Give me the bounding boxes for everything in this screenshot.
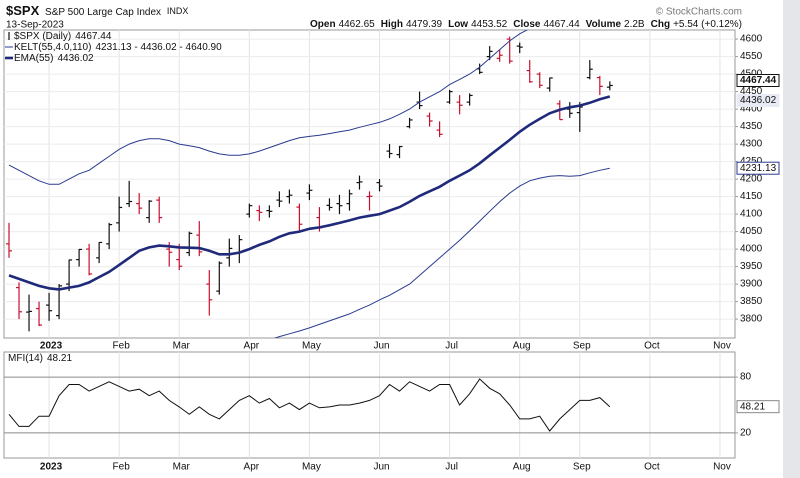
x-tick-label: May: [302, 341, 321, 352]
value-tag-box: [736, 93, 780, 107]
value-tag: 48.21: [740, 401, 765, 412]
y-tick-label: 80: [740, 372, 752, 383]
keltner-upper: [8, 30, 529, 185]
x-tick-label: 2023: [40, 341, 63, 352]
keltner-lower: [273, 167, 610, 338]
panel-frame: [3, 29, 736, 339]
x-tick-label: Jun: [373, 462, 389, 473]
y-tick-label: 4350: [740, 121, 763, 132]
chart-title: $SPX: [6, 3, 40, 18]
y-tick-label: 4450: [740, 86, 763, 97]
quote-line: Open 4462.65 High 4479.39 Low 4453.52 Close 446…: [310, 19, 742, 30]
header: $SPX S&P 500 Large Cap Index INDX: [6, 3, 188, 18]
panel-frame: [3, 351, 736, 459]
quote-label: Chg: [651, 19, 670, 30]
y-tick-label: 4600: [740, 34, 763, 45]
legend-entry: KELT(55,4.0,110) 4231.13 - 4436.02 - 4640…: [14, 42, 222, 53]
quote-value: +5.54 (+0.12%): [673, 19, 742, 30]
y-tick-label: 4400: [740, 104, 763, 115]
quote-label: Volume: [586, 19, 622, 30]
y-tick-label: 3900: [740, 279, 763, 290]
quote-value: 4467.44: [543, 19, 580, 30]
x-tick-label: Apr: [244, 341, 260, 352]
legend-name: MFI(14): [8, 353, 43, 364]
legend-value: 4231.13 - 4436.02 - 4640.90: [95, 42, 222, 53]
quote-value: 4453.52: [471, 19, 508, 30]
quote-label: High: [381, 19, 403, 30]
x-tick-label: Aug: [513, 462, 531, 473]
ema-line: [8, 95, 611, 291]
exchange: INDX: [167, 6, 189, 16]
quote-label: Low: [448, 19, 468, 30]
x-tick-label: May: [302, 462, 321, 473]
y-tick-label: 4200: [740, 174, 763, 185]
x-tick-label: Oct: [644, 462, 660, 473]
y-tick-label: 4050: [740, 226, 763, 237]
y-tick-label: 4150: [740, 191, 763, 202]
x-tick-label: 2023: [40, 462, 63, 473]
legend-value: 4436.02: [57, 53, 94, 64]
value-tag: 4436.02: [740, 95, 777, 106]
x-tick-label: Aug: [513, 341, 531, 352]
x-tick-label: Jun: [373, 341, 389, 352]
quote-value: 2.2B: [624, 19, 645, 30]
x-tick-label: Sep: [573, 462, 591, 473]
y-tick-label: 4550: [740, 51, 763, 62]
x-tick-label: Mar: [173, 462, 191, 473]
quote-value: 4462.65: [339, 19, 376, 30]
legend-entry: MFI(14) 48.21: [8, 353, 72, 364]
quote-value: 4479.39: [406, 19, 443, 30]
y-tick-label: 3850: [740, 296, 763, 307]
x-tick-label: Apr: [244, 462, 260, 473]
x-tick-label: Nov: [713, 341, 731, 352]
plot-area: [6, 30, 613, 338]
legend-value: 4467.44: [75, 31, 112, 42]
x-tick-label: Oct: [644, 341, 660, 352]
x-tick-label: Jul: [445, 462, 458, 473]
x-tick-label: Mar: [173, 341, 191, 352]
value-tag-box: [736, 161, 780, 175]
chart-date: 13-Sep-2023: [6, 20, 64, 31]
y-tick-label: 3950: [740, 261, 763, 272]
value-tag-box: [736, 400, 780, 414]
y-tick-label: 3800: [740, 314, 763, 325]
x-tick-label: Jul: [445, 341, 458, 352]
legend-name: KELT(55,4.0,110): [14, 42, 91, 53]
plot-area: [8, 378, 611, 432]
x-tick-label: Nov: [713, 462, 731, 473]
legend-value: 48.21: [47, 353, 72, 364]
legend-entry: $SPX (Daily) 4467.44: [14, 31, 112, 42]
legend-name: $SPX (Daily): [14, 31, 71, 42]
watermark: © StockCharts.com: [656, 7, 742, 18]
quote-label: Open: [310, 19, 336, 30]
chart-subtitle: S&P 500 Large Cap Index: [45, 7, 161, 18]
value-tag: 4467.44: [740, 75, 777, 86]
legend-name: EMA(55): [14, 53, 53, 64]
x-tick-label: Feb: [113, 341, 131, 352]
quote-label: Close: [513, 19, 541, 30]
x-tick-label: Feb: [113, 462, 131, 473]
y-tick-label: 4000: [740, 244, 763, 255]
value-tag-box: [736, 73, 780, 87]
y-tick-label: 4300: [740, 139, 763, 150]
legend-entry: EMA(55) 4436.02: [14, 53, 94, 64]
side-strip: [783, 0, 800, 478]
y-tick-label: 20: [740, 428, 752, 439]
x-tick-label: Sep: [573, 341, 591, 352]
indicator-line: [8, 378, 611, 432]
value-tag: 4231.13: [740, 163, 777, 174]
y-tick-label: 4100: [740, 209, 763, 220]
